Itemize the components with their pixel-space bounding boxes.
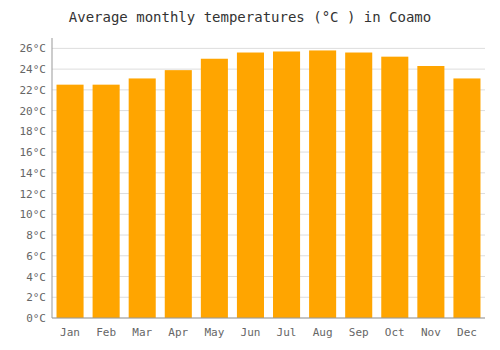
- x-tick-label: Apr: [168, 326, 188, 339]
- bar: [165, 70, 192, 318]
- x-tick-label: Jul: [277, 326, 297, 339]
- bar: [345, 53, 372, 318]
- y-tick-label: 14°C: [20, 167, 47, 180]
- bar: [453, 78, 480, 318]
- y-tick-label: 12°C: [20, 188, 47, 201]
- y-tick-label: 26°C: [20, 42, 47, 55]
- x-tick-label: Feb: [96, 326, 116, 339]
- bar: [237, 53, 264, 318]
- x-tick-label: Mar: [132, 326, 152, 339]
- x-tick-label: Sep: [349, 326, 369, 339]
- bar: [201, 59, 228, 318]
- x-axis-line: [52, 318, 485, 319]
- bars: [57, 50, 481, 318]
- x-tick-label: Oct: [385, 326, 405, 339]
- y-tick-label: 22°C: [20, 84, 47, 97]
- x-tick-label: Aug: [313, 326, 333, 339]
- x-tick-label: Nov: [421, 326, 441, 339]
- y-tick-label: 0°C: [26, 312, 46, 325]
- y-tick-label: 18°C: [20, 125, 47, 138]
- y-axis-line: [52, 38, 53, 318]
- x-tick-label: Dec: [457, 326, 477, 339]
- bar: [57, 85, 84, 318]
- chart: Average monthly temperatures (°C ) in Co…: [0, 0, 500, 350]
- title: Average monthly temperatures (°C ) in Co…: [69, 9, 431, 25]
- y-tick-label: 16°C: [20, 146, 47, 159]
- bar: [273, 51, 300, 318]
- grid-line: [52, 48, 485, 49]
- x-tick-label: Jan: [60, 326, 80, 339]
- bar: [381, 57, 408, 318]
- y-tick-label: 8°C: [26, 229, 46, 242]
- y-tick-label: 4°C: [26, 271, 46, 284]
- y-tick-label: 10°C: [20, 208, 47, 221]
- bar: [417, 66, 444, 318]
- grid-line: [52, 318, 485, 319]
- chart-container: Average monthly temperatures (°C ) in Co…: [0, 0, 500, 350]
- bar: [129, 78, 156, 318]
- x-tick-label: Jun: [241, 326, 261, 339]
- x-tick-label: May: [204, 326, 224, 339]
- y-tick-label: 20°C: [20, 105, 47, 118]
- y-tick-label: 24°C: [20, 63, 47, 76]
- y-tick-label: 6°C: [26, 250, 46, 263]
- bar: [309, 50, 336, 318]
- grid: [52, 48, 485, 318]
- y-tick-label: 2°C: [26, 291, 46, 304]
- bar: [93, 85, 120, 318]
